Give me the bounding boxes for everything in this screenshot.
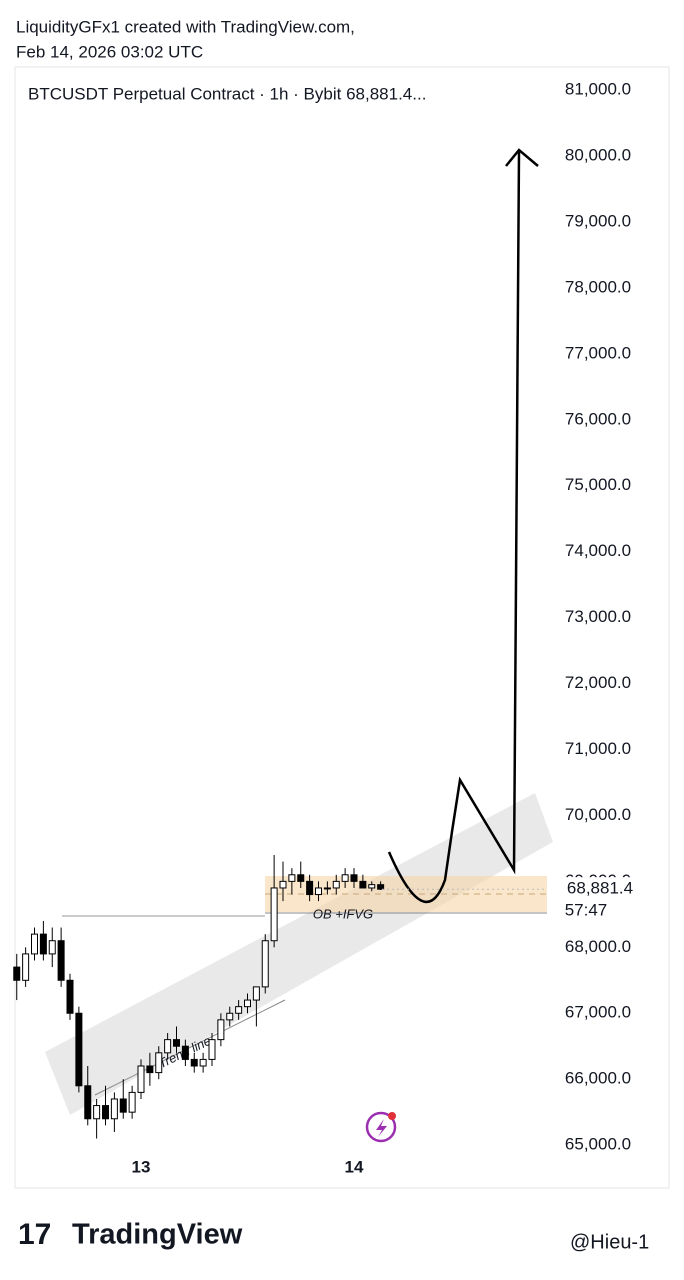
candle-body [315, 887, 322, 896]
tv-logo: 17 [18, 1218, 51, 1251]
candle-body [57, 940, 65, 981]
candle-body [199, 1058, 207, 1067]
chart-frame [14, 66, 670, 1189]
candle-body [66, 979, 74, 1014]
y-tick-label: 72,000.0 [565, 673, 631, 692]
candle-body [341, 874, 349, 882]
last-price-label: 68,881.4 [567, 879, 633, 898]
trend-line [94, 999, 286, 1096]
candle-body [164, 1039, 172, 1054]
y-tick-label: 74,000.0 [565, 541, 631, 560]
y-tick-label: 75,000.0 [565, 475, 631, 494]
y-tick-label: 77,000.0 [565, 343, 631, 362]
candle-body [297, 874, 305, 882]
candle-body [208, 1039, 216, 1060]
y-tick-label: 80,000.0 [565, 146, 631, 165]
candle-body [155, 1052, 163, 1074]
candle-body [261, 940, 269, 988]
candle-body [110, 1098, 118, 1120]
y-tick-label: 68,000.0 [565, 937, 631, 956]
plot-area: Trend line OB +IFVG [13, 148, 553, 1143]
y-tick-label: 73,000.0 [565, 607, 631, 626]
candle-body [190, 1058, 198, 1067]
candle-body [350, 874, 358, 882]
y-tick-label: 78,000.0 [565, 277, 631, 296]
candle-body [306, 880, 314, 896]
zone-label: OB +IFVG [313, 906, 373, 921]
candle-body [252, 986, 260, 1001]
icon-dot [388, 1112, 396, 1120]
countdown: 57:47 [565, 901, 608, 920]
y-tick-label: 66,000.0 [565, 1069, 631, 1088]
x-tick-label: 13 [132, 1157, 151, 1176]
candle-body [235, 1006, 243, 1014]
candle-body [359, 880, 367, 889]
author-line: LiquidityGFx1 created with TradingView.c… [16, 17, 355, 36]
candle-body [137, 1065, 145, 1093]
candle-body [368, 884, 376, 889]
candle-body [146, 1065, 154, 1074]
candle-body [217, 1019, 225, 1041]
replay-icon[interactable] [365, 1111, 397, 1143]
y-tick-label: 65,000.0 [565, 1135, 631, 1154]
y-tick-label: 76,000.0 [565, 409, 631, 428]
watermark: @Hieu-1 [570, 1231, 649, 1253]
brand: TradingView [72, 1219, 243, 1251]
candle-body [128, 1091, 136, 1113]
candle-body [270, 887, 278, 942]
candle-body [102, 1105, 109, 1120]
candle-body [13, 966, 21, 981]
candle-body [39, 933, 47, 955]
candle-body [75, 1012, 83, 1087]
candle-body [279, 880, 287, 889]
candle-body [93, 1105, 101, 1120]
y-tick-label: 79,000.0 [565, 211, 631, 230]
trend-channel [45, 793, 553, 1115]
arrow-head [505, 148, 539, 167]
candle-body [288, 874, 296, 882]
chart-title: BTCUSDT Perpetual Contract · 1h · Bybit … [28, 84, 426, 103]
candle-body [181, 1045, 189, 1060]
y-tick-label: 70,000.0 [565, 805, 631, 824]
candle-body [22, 953, 30, 981]
candle-body [377, 884, 385, 890]
candle-body [173, 1039, 180, 1047]
candle-body [332, 880, 340, 889]
candle-body [31, 933, 38, 955]
x-tick-label: 14 [345, 1157, 364, 1176]
candle-body [226, 1012, 234, 1021]
projection-path [387, 151, 521, 904]
candle-body [48, 940, 56, 955]
y-tick-label: 67,000.0 [565, 1003, 631, 1022]
y-tick-label: 81,000.0 [565, 80, 631, 99]
y-tick-label: 71,000.0 [565, 739, 631, 758]
candle-body [323, 887, 331, 890]
candle-body [119, 1098, 127, 1113]
candle-body [84, 1085, 92, 1120]
candle-body [244, 999, 251, 1008]
bolt [376, 1119, 387, 1137]
date-line: Feb 14, 2026 03:02 UTC [16, 42, 203, 61]
price-badge [553, 877, 667, 926]
